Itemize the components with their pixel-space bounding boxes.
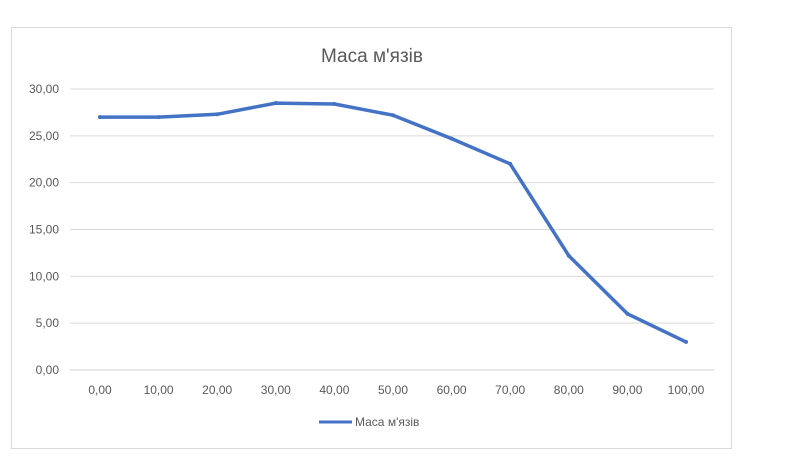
data-point [566,253,571,258]
x-tick-label: 50,00 [378,383,408,397]
x-tick-label: 70,00 [495,383,525,397]
data-point [625,311,630,316]
y-tick-label: 25,00 [29,129,59,143]
data-point [273,101,278,106]
x-tick-label: 100,00 [668,383,705,397]
data-point [98,115,102,120]
series-layer [98,101,688,344]
y-tick-label: 10,00 [29,269,59,283]
x-axis: 0,00 10,00 20,00 30,00 40,00 50,00 60,00 70,00 8… [88,383,704,397]
x-tick-label: 40,00 [319,383,349,397]
x-tick-label: 30,00 [261,383,291,397]
y-tick-label: 20,00 [29,176,59,190]
gridlines [70,88,714,371]
data-point [508,161,513,166]
y-tick-label: 15,00 [29,223,59,237]
legend: Маса м'язів [319,415,419,429]
x-tick-label: 10,00 [144,383,174,397]
legend-label: Маса м'язів [355,415,419,429]
series-line [98,101,688,344]
y-axis: 0,00 5,00 10,00 15,00 20,00 25,00 30,00 [29,82,59,377]
data-point [449,136,454,141]
x-tick-label: 0,00 [88,383,112,397]
data-point [332,101,337,106]
x-tick-label: 90,00 [612,383,642,397]
chart-title: Маса м'язів [321,46,423,67]
chart-area [11,27,732,449]
x-tick-label: 60,00 [437,383,467,397]
data-point [215,112,220,117]
x-tick-label: 80,00 [554,383,584,397]
y-tick-label: 5,00 [36,316,60,330]
x-tick-label: 20,00 [202,383,232,397]
y-tick-label: 30,00 [29,82,59,96]
data-point [684,339,688,344]
y-tick-label: 0,00 [36,363,60,377]
data-point [156,115,161,120]
data-point [391,113,395,118]
